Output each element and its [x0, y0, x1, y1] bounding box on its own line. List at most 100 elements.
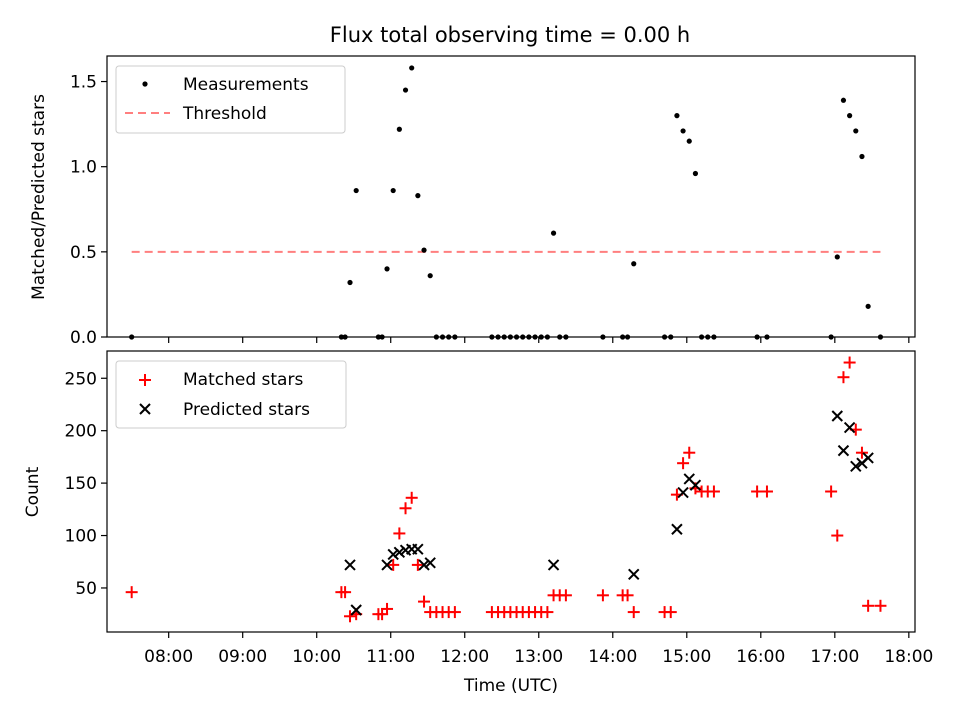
measurement-point — [409, 65, 415, 71]
top-legend: Measurements Threshold — [115, 65, 346, 134]
measurement-point — [402, 87, 409, 93]
top-x-ticks — [168, 337, 910, 343]
predicted-star-point — [387, 548, 399, 561]
legend-label-threshold: Threshold — [182, 104, 267, 124]
legend-label-matched: Matched stars — [183, 370, 303, 390]
measurement-point — [390, 187, 396, 194]
legend-marker-measurements — [142, 81, 148, 87]
predicted-star-point — [843, 421, 856, 434]
measurement-point — [692, 170, 699, 177]
matched-star-point — [627, 606, 640, 619]
measurement-point — [631, 261, 637, 267]
matched-star-point — [707, 485, 720, 498]
x-tick-label: 17:00 — [810, 647, 859, 667]
matched-star-point — [664, 606, 677, 619]
matched-star-point — [831, 529, 844, 542]
predicted-star-point — [862, 452, 874, 464]
x-tick-label: 16:00 — [736, 647, 785, 667]
x-axis-label: Time (UTC) — [463, 676, 558, 696]
predicted-star-point — [628, 568, 640, 581]
matched-star-point — [596, 589, 609, 602]
measurement-point — [674, 113, 680, 119]
top-axes-frame — [106, 55, 916, 338]
x-tick-label: 13:00 — [514, 647, 563, 667]
matched-star-point — [393, 527, 406, 540]
matched-star-point — [418, 595, 431, 608]
matched-star-point — [381, 602, 394, 615]
x-tick-label: 08:00 — [144, 647, 193, 667]
x-tick-label: 11:00 — [366, 647, 415, 667]
legend-marker-predicted — [139, 403, 151, 415]
predicted-star-point — [837, 444, 850, 457]
measurement-point — [550, 230, 557, 236]
y-tick-label: 100 — [65, 527, 97, 547]
measurement-point — [834, 254, 840, 260]
x-tick-label: 10:00 — [292, 647, 341, 667]
matched-star-point — [837, 371, 850, 384]
matched-star-point — [411, 558, 424, 571]
predicted-star-point — [424, 557, 436, 569]
x-tick-label: 15:00 — [662, 647, 711, 667]
legend-marker-matched — [139, 374, 151, 386]
matched-star-point — [825, 485, 838, 498]
measurement-point — [853, 128, 859, 134]
measurement-point — [859, 153, 865, 160]
top-y-ticks: 0.0 0.5 1.0 1.5 — [70, 73, 107, 348]
measurement-point — [847, 113, 853, 119]
y-tick-label: 0.5 — [70, 243, 97, 263]
bottom-y-axis-label: Count — [23, 466, 43, 517]
matched-star-point — [405, 491, 418, 504]
bottom-panel: 50 100 150 200 250 08:00 09:00 10:00 11:00 12:00… — [23, 350, 933, 696]
legend-label-predicted: Predicted stars — [183, 400, 310, 420]
y-tick-label: 50 — [75, 579, 97, 599]
x-tick-label: 18:00 — [884, 647, 933, 667]
matched-star-point — [399, 502, 412, 515]
measurement-point — [396, 126, 402, 132]
bottom-legend-box — [115, 360, 347, 429]
y-tick-label: 150 — [65, 474, 97, 494]
bottom-x-ticks: 08:00 09:00 10:00 11:00 12:00 13:00 14:00 15:00… — [144, 632, 933, 667]
matched-star-point — [843, 356, 856, 369]
measurement-point — [421, 247, 427, 253]
y-tick-label: 250 — [65, 369, 97, 389]
measurement-point — [415, 193, 421, 199]
predicted-stars-series — [344, 410, 874, 616]
top-legend-box — [115, 65, 346, 134]
bottom-axes-frame — [106, 350, 916, 633]
x-tick-label: 12:00 — [440, 647, 489, 667]
y-tick-label: 1.5 — [70, 73, 97, 93]
predicted-star-point — [418, 559, 430, 571]
bottom-y-ticks: 50 100 150 200 250 — [65, 369, 107, 599]
predicted-star-point — [381, 559, 393, 571]
predicted-star-point — [350, 604, 362, 616]
matched-star-point — [339, 586, 352, 599]
measurement-point — [865, 303, 871, 309]
matched-star-point — [621, 589, 634, 602]
matched-star-point — [855, 446, 868, 459]
y-tick-label: 200 — [65, 422, 97, 442]
y-tick-label: 0.0 — [70, 328, 97, 348]
predicted-star-point — [689, 479, 702, 491]
measurement-point — [686, 138, 692, 144]
top-panel: 0.0 0.5 1.0 1.5 Matched/Predicted stars Mea… — [29, 55, 916, 348]
y-tick-label: 1.0 — [70, 158, 97, 178]
matched-star-point — [387, 558, 400, 571]
matched-star-point — [559, 589, 572, 602]
matched-star-point — [344, 610, 357, 623]
matched-star-point — [874, 599, 887, 612]
top-y-axis-label: Matched/Predicted stars — [29, 94, 49, 300]
matched-star-point — [760, 485, 773, 498]
matched-star-point — [125, 586, 138, 599]
chart-title: Flux total observing time = 0.00 h — [330, 23, 690, 47]
measurement-point — [840, 97, 847, 103]
bottom-legend: Matched stars Predicted stars — [115, 360, 347, 429]
measurement-point — [427, 273, 433, 279]
x-tick-label: 14:00 — [588, 647, 637, 667]
predicted-star-point — [547, 559, 560, 571]
predicted-star-point — [831, 410, 843, 422]
predicted-star-point — [677, 486, 689, 499]
matched-star-point — [683, 446, 696, 459]
measurement-point — [347, 279, 353, 286]
matched-star-point — [448, 606, 461, 619]
